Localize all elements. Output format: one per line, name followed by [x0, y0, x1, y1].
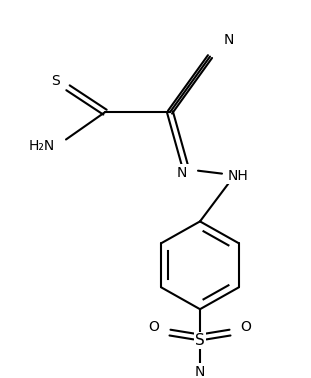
Text: S: S [52, 74, 60, 88]
Text: NH: NH [228, 169, 248, 183]
Text: N: N [177, 166, 187, 180]
Text: H₂N: H₂N [29, 139, 55, 153]
Text: S: S [195, 333, 205, 348]
Text: N: N [195, 365, 205, 378]
Text: O: O [241, 320, 251, 334]
Text: N: N [224, 33, 234, 47]
Text: O: O [149, 320, 160, 334]
